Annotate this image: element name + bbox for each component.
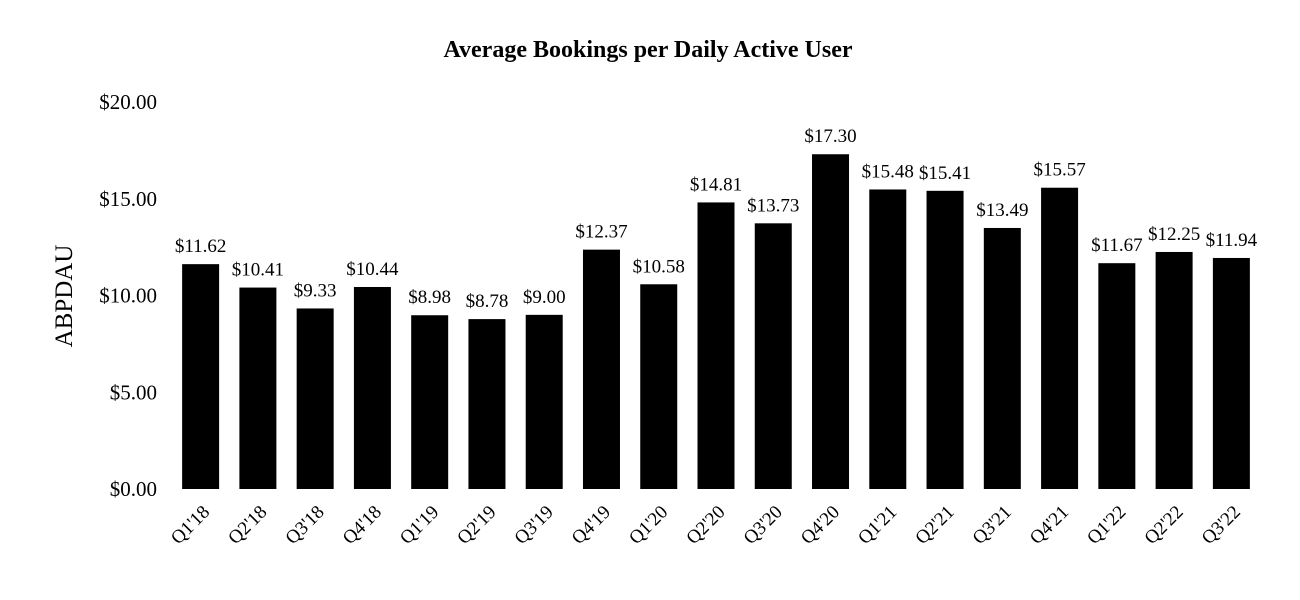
bar — [754, 223, 792, 489]
y-tick-label: $20.00 — [99, 90, 157, 114]
x-tick-label: Q4'20 — [797, 502, 844, 549]
x-tick-label: Q1'18 — [167, 502, 214, 549]
data-label: $11.67 — [1091, 235, 1143, 256]
x-tick-label: Q2'18 — [224, 502, 271, 549]
bar — [411, 315, 449, 489]
data-label: $8.98 — [408, 287, 451, 308]
bar — [812, 154, 850, 489]
bar-series — [182, 154, 1250, 489]
x-tick-label: Q2'22 — [1141, 502, 1188, 549]
bar — [525, 314, 563, 489]
data-label: $13.49 — [976, 200, 1028, 221]
x-tick-label: Q3'18 — [282, 502, 329, 549]
data-label: $9.33 — [294, 280, 337, 301]
y-tick-label: $0.00 — [110, 477, 157, 501]
y-axis-ticks: $0.00 $5.00 $10.00 $15.00 $20.00 — [99, 90, 157, 501]
x-tick-label: Q2'21 — [911, 502, 958, 549]
y-tick-label: $5.00 — [110, 380, 157, 404]
data-labels: $11.62$10.41 $9.33 $10.44 $8.98 $8.78 $9.00 $1… — [175, 126, 1258, 312]
data-label: $11.62 — [175, 236, 227, 257]
bar — [640, 284, 678, 489]
bar — [1155, 251, 1193, 489]
bar — [697, 202, 735, 489]
bar — [468, 319, 506, 489]
data-label: $8.78 — [466, 291, 509, 312]
x-tick-label: Q1'20 — [625, 502, 672, 549]
bar — [296, 308, 334, 489]
bar — [1041, 187, 1079, 489]
y-axis-label: ABPDAU — [51, 245, 78, 348]
data-label: $10.58 — [633, 256, 685, 277]
bar — [983, 227, 1021, 489]
bar — [1098, 263, 1136, 489]
x-tick-label: Q3'19 — [511, 502, 558, 549]
x-tick-label: Q3'21 — [969, 502, 1016, 549]
x-tick-label: Q1'21 — [854, 502, 901, 549]
x-tick-label: Q1'19 — [396, 502, 443, 549]
data-label: $12.37 — [575, 222, 627, 243]
bar — [239, 287, 277, 489]
x-tick-label: Q2'20 — [682, 502, 729, 549]
data-label: $10.44 — [346, 259, 399, 280]
bar — [182, 264, 220, 489]
bar — [926, 190, 964, 489]
data-label: $12.25 — [1148, 224, 1200, 245]
x-tick-label: Q4'19 — [568, 502, 615, 549]
bar — [869, 189, 907, 489]
y-tick-label: $15.00 — [99, 187, 157, 211]
x-tick-label: Q3'22 — [1198, 502, 1245, 549]
chart-title: Average Bookings per Daily Active User — [443, 37, 852, 63]
data-label: $14.81 — [690, 174, 742, 195]
x-tick-label: Q4'21 — [1026, 502, 1073, 549]
x-tick-label: Q1'22 — [1083, 502, 1130, 549]
x-tick-label: Q4'18 — [339, 502, 386, 549]
bar — [353, 286, 391, 489]
bar — [582, 249, 620, 489]
data-label: $15.57 — [1033, 160, 1085, 181]
data-label: $15.48 — [862, 161, 914, 182]
bar — [1212, 257, 1250, 489]
data-label: $11.94 — [1206, 230, 1258, 251]
data-label: $17.30 — [804, 126, 856, 147]
x-tick-label: Q3'20 — [740, 502, 787, 549]
data-label: $10.41 — [232, 260, 284, 281]
data-label: $15.41 — [919, 163, 971, 184]
data-label: $13.73 — [747, 195, 799, 216]
data-label: $9.00 — [523, 287, 566, 308]
y-tick-label: $10.00 — [99, 284, 157, 308]
x-axis-ticks: Q1'18 Q2'18 Q3'18 Q4'18 Q1'19 Q2'19 Q3'19 Q4'19… — [167, 502, 1245, 549]
x-tick-label: Q2'19 — [453, 502, 500, 549]
